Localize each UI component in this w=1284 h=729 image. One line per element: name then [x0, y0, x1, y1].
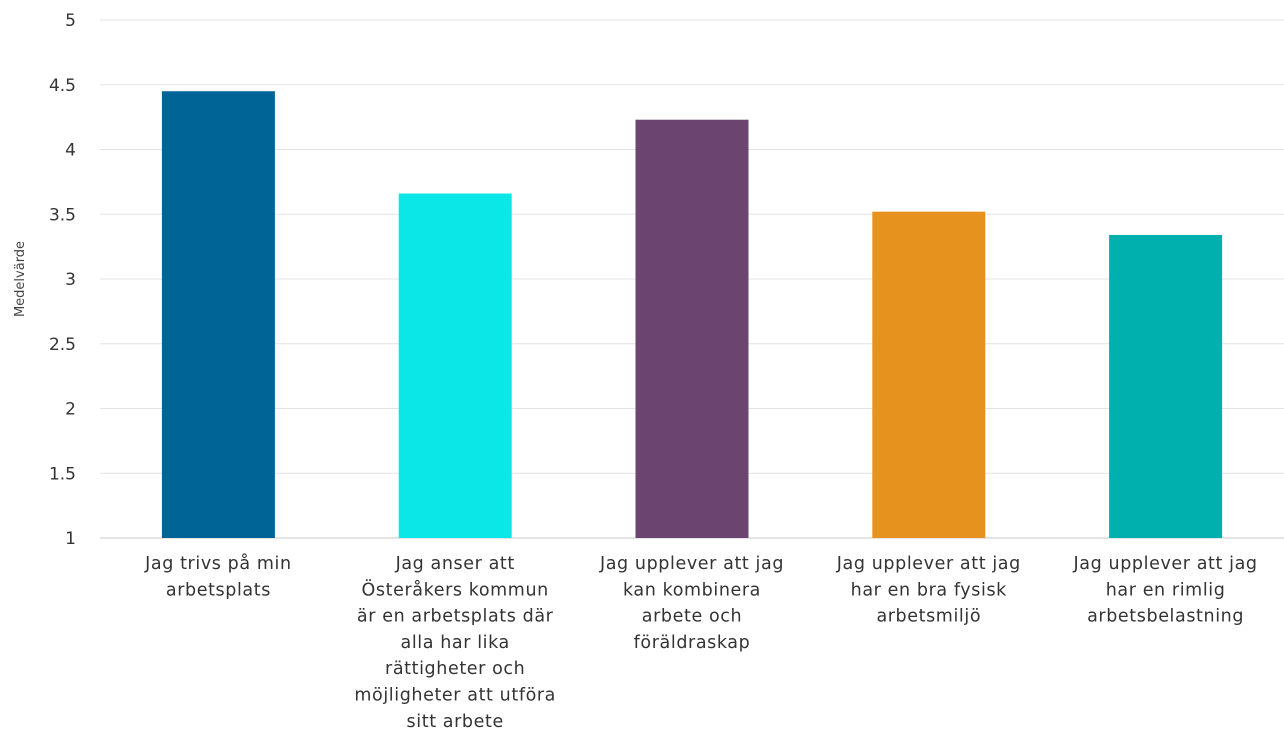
y-axis-ticks: 1 1.5 2 2.5 3 3.5 4 4.5 5: [49, 11, 76, 549]
x-category-label-line: arbetsbelastning: [1087, 607, 1244, 627]
y-tick-label: 3.5: [49, 205, 76, 225]
x-category-label-line: rättigheter och: [385, 659, 525, 679]
x-category-label-line: arbetsmiljö: [876, 607, 981, 627]
bar[interactable]: [398, 193, 512, 538]
x-category-label: Jag anser att Österåkers kommun är en arbe…: [354, 554, 556, 729]
y-tick-label: 3: [65, 270, 76, 290]
y-tick-label: 2: [65, 400, 76, 420]
bar[interactable]: [1109, 234, 1223, 538]
x-category-label-line: Jag upplever att jag: [836, 554, 1021, 574]
x-category-label-line: arbetsplats: [166, 580, 271, 600]
bar[interactable]: [635, 119, 749, 538]
x-category-label-line: föräldraskap: [634, 633, 751, 653]
x-category-label: Jag upplever att jag kan kombinera arbete …: [599, 554, 784, 653]
x-category-label: Jag trivs på min arbetsplats: [144, 553, 292, 600]
x-category-label-line: har en rimlig: [1106, 580, 1226, 600]
x-category-label-line: kan kombinera: [623, 580, 761, 600]
x-category-label-line: Jag upplever att jag: [599, 554, 784, 574]
bar[interactable]: [872, 211, 986, 538]
x-category-label-line: arbete och: [642, 607, 742, 627]
y-tick-label: 1: [65, 529, 76, 549]
x-category-label-line: Jag anser att: [395, 554, 515, 574]
x-category-label-line: Österåkers kommun: [362, 578, 549, 600]
y-tick-label: 5: [65, 11, 76, 31]
y-axis-title: Medelvärde: [13, 241, 28, 317]
y-tick-label: 4: [65, 141, 76, 161]
x-category-label-line: sitt arbete: [407, 712, 504, 729]
x-category-label-line: är en arbetsplats där: [357, 607, 554, 627]
x-category-label-line: alla har lika: [401, 633, 510, 653]
y-tick-label: 4.5: [49, 76, 76, 96]
x-category-label-line: möjligheter att utföra: [354, 686, 556, 706]
bar[interactable]: [161, 91, 275, 538]
y-tick-label: 1.5: [49, 464, 76, 484]
x-category-label-line: Jag trivs på min: [144, 553, 292, 574]
y-tick-label: 2.5: [49, 335, 76, 355]
x-category-label: Jag upplever att jag har en rimlig arbetsb…: [1073, 554, 1258, 627]
x-category-label: Jag upplever att jag har en bra fysisk arb…: [836, 554, 1021, 627]
x-category-label-line: har en bra fysisk: [851, 580, 1007, 600]
bars: [161, 91, 1223, 538]
x-category-label-line: Jag upplever att jag: [1073, 554, 1258, 574]
x-axis-category-labels: Jag trivs på min arbetsplats Jag anser att…: [144, 553, 1257, 729]
